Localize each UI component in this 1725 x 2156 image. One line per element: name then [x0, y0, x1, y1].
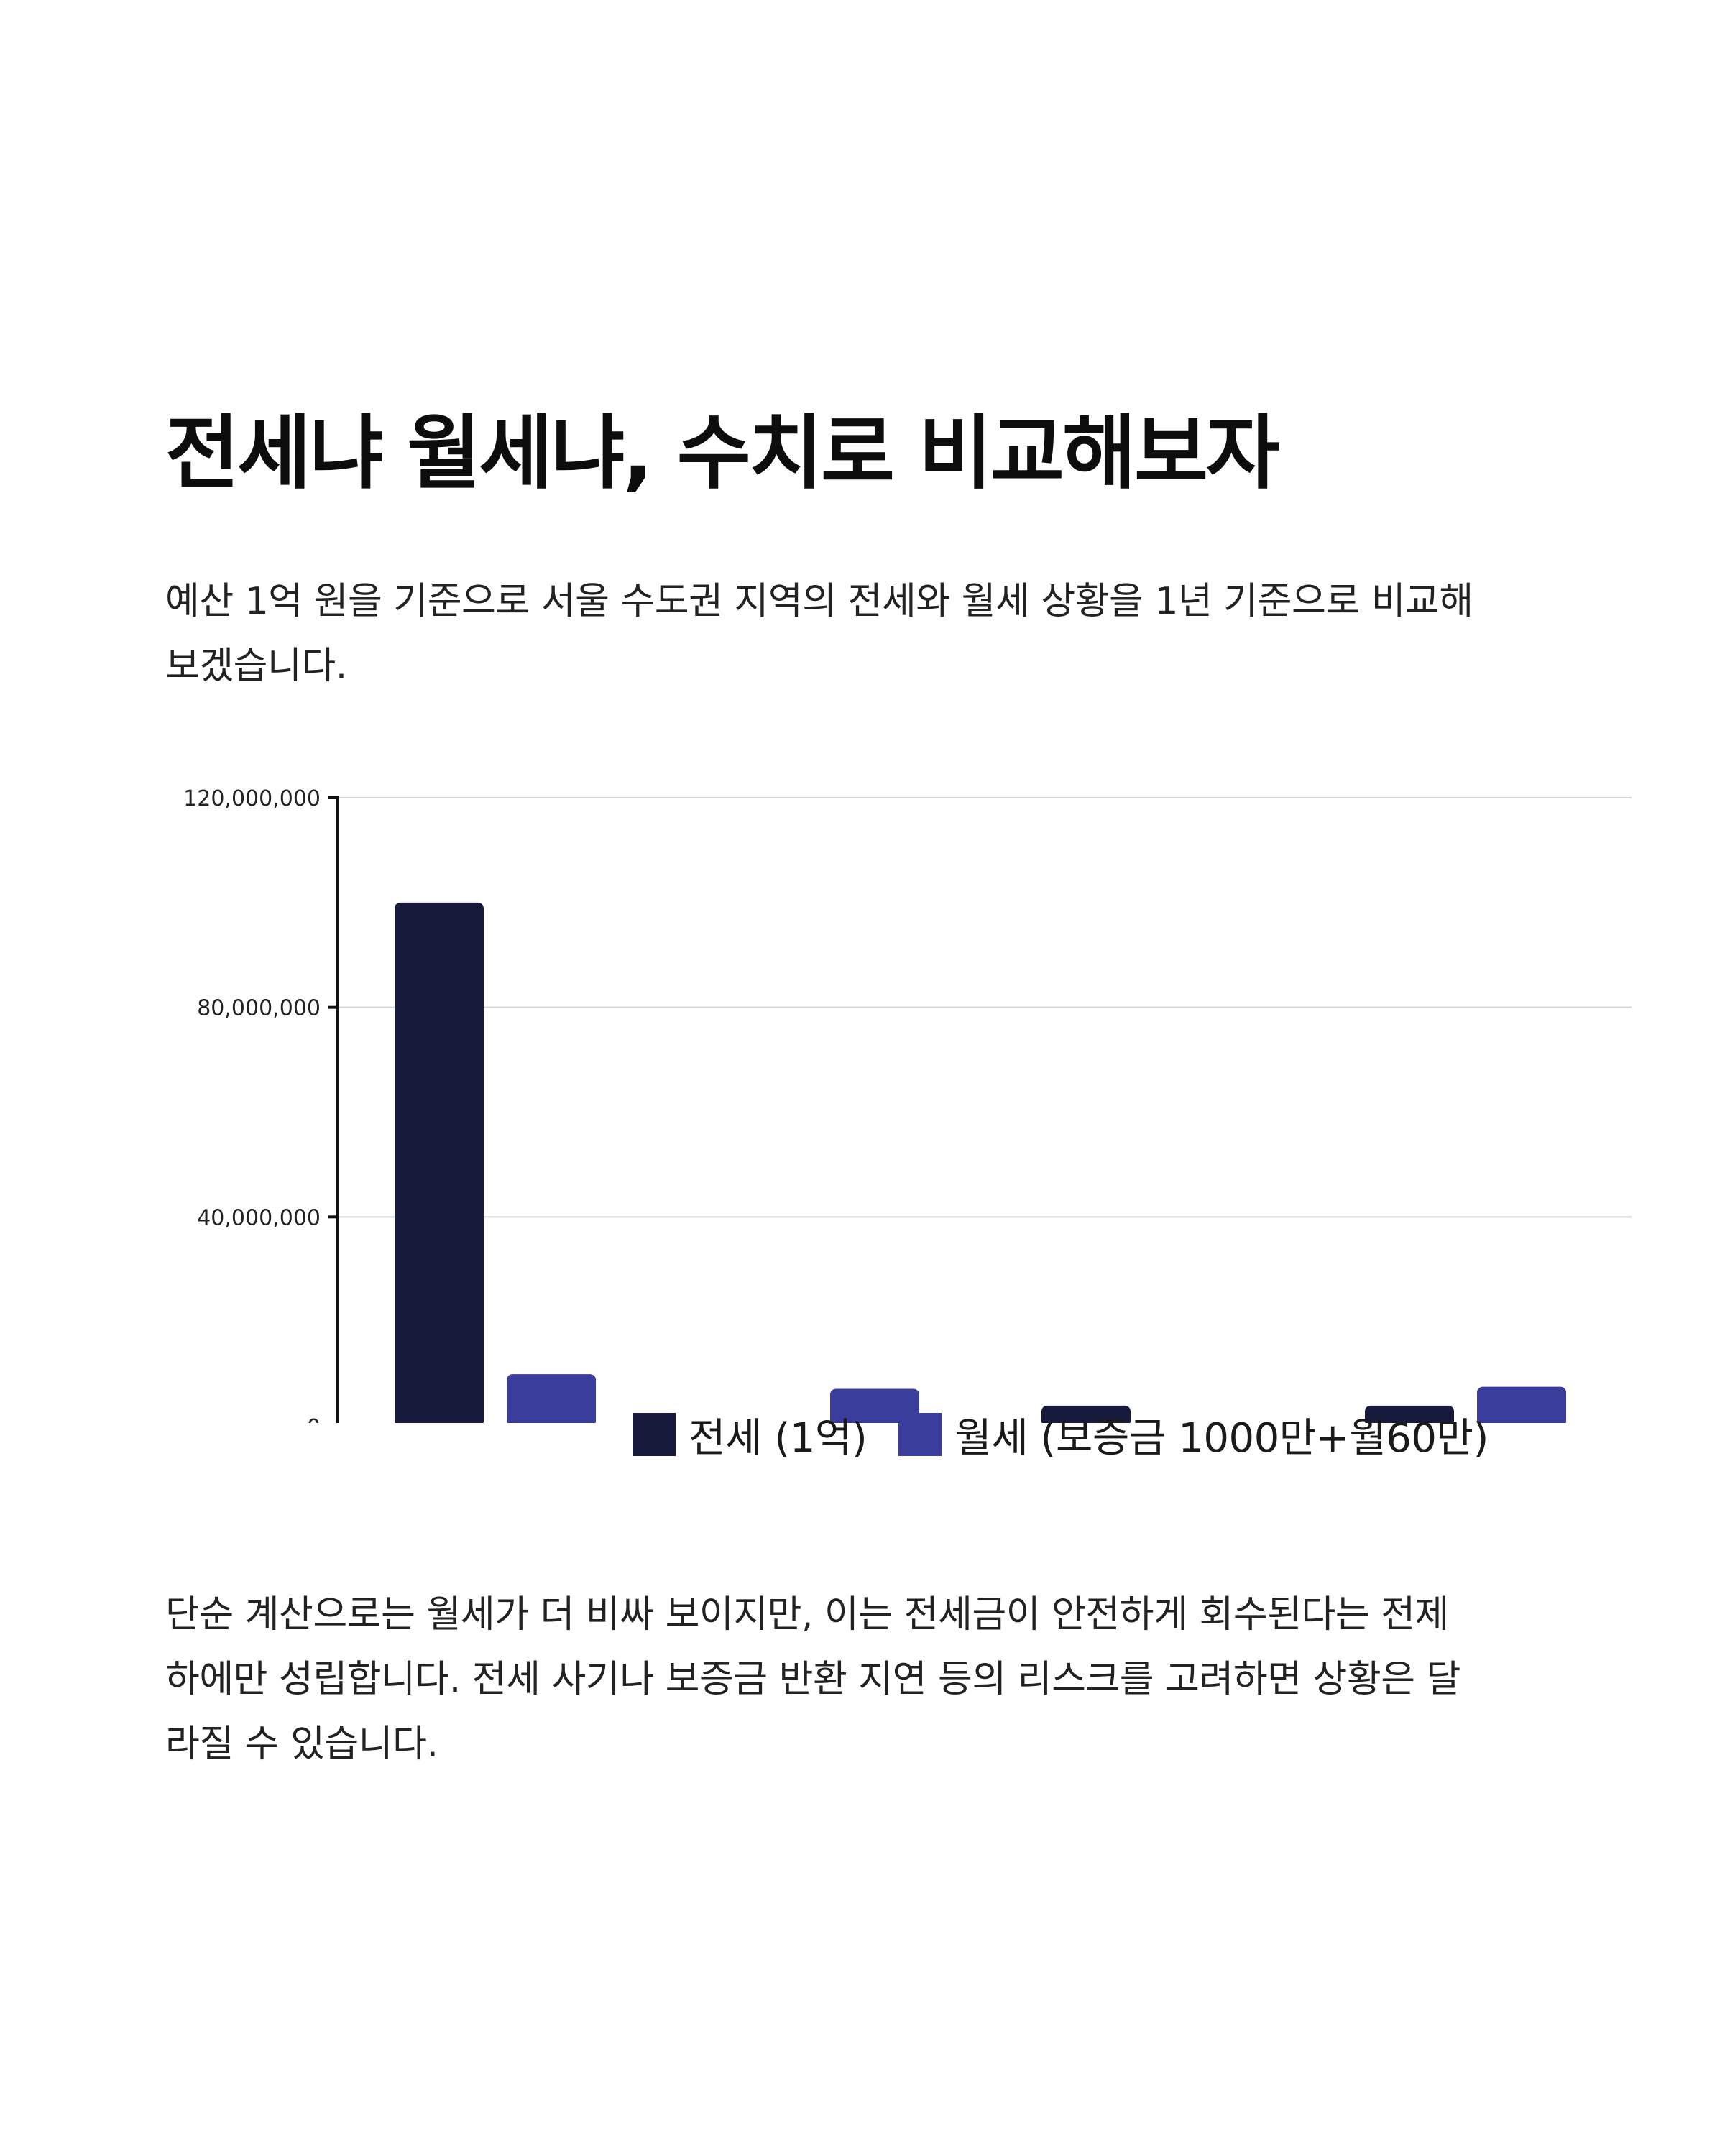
intro-line: 예산 1억 원을 기준으로 서울 수도권 지역의 전세와 월세 상황을 1년 기…: [165, 580, 1473, 623]
intro-paragraph: 예산 1억 원을 기준으로 서울 수도권 지역의 전세와 월세 상황을 1년 기…: [165, 569, 1574, 699]
intro-line: 보겠습니다.: [165, 645, 347, 688]
chart-grid: [338, 797, 1632, 1218]
y-tick-label: 0: [307, 1415, 321, 1423]
chart-axes: [336, 796, 339, 1423]
outro-line: 하에만 성립합니다. 전세 사기나 보증금 반환 지연 등의 리스크를 고려하면…: [165, 1658, 1460, 1701]
legend-item: 전세 (1억): [632, 1406, 868, 1464]
chart-bars: [395, 902, 1566, 1423]
bar: [830, 1388, 919, 1423]
legend-label-wolse: 월세 (보증금 1000만+월60만): [954, 1414, 1489, 1462]
y-tick-label: 80,000,000: [197, 996, 321, 1021]
conclusion-paragraph: 단순 계산으로는 월세가 더 비싸 보이지만, 이는 전세금이 안전하게 회수된…: [165, 1583, 1574, 1777]
legend-swatch-wolse: [898, 1413, 942, 1456]
outro-line: 단순 계산으로는 월세가 더 비싸 보이지만, 이는 전세금이 안전하게 회수된…: [165, 1593, 1449, 1636]
y-axis-ticks: 0 40,000,000 80,000,000 120,000,000: [183, 786, 338, 1423]
y-tick-label: 120,000,000: [183, 786, 321, 811]
bar: [1477, 1386, 1566, 1423]
legend-swatch-jeonse: [632, 1413, 676, 1456]
page-title: 전세냐 월세냐, 수치로 비교해보자: [165, 407, 1280, 500]
legend-item: 월세 (보증금 1000만+월60만): [898, 1406, 1489, 1464]
bar: [507, 1374, 596, 1423]
legend-label-jeonse: 전세 (1억): [689, 1414, 868, 1462]
bar: [395, 902, 484, 1423]
y-tick-label: 40,000,000: [197, 1205, 321, 1230]
bar: [1365, 1405, 1454, 1423]
outro-line: 라질 수 있습니다.: [165, 1723, 438, 1766]
bar: [1041, 1405, 1131, 1423]
chart-legend: 전세 (1억) 월세 (보증금 1000만+월60만): [632, 1406, 1520, 1463]
